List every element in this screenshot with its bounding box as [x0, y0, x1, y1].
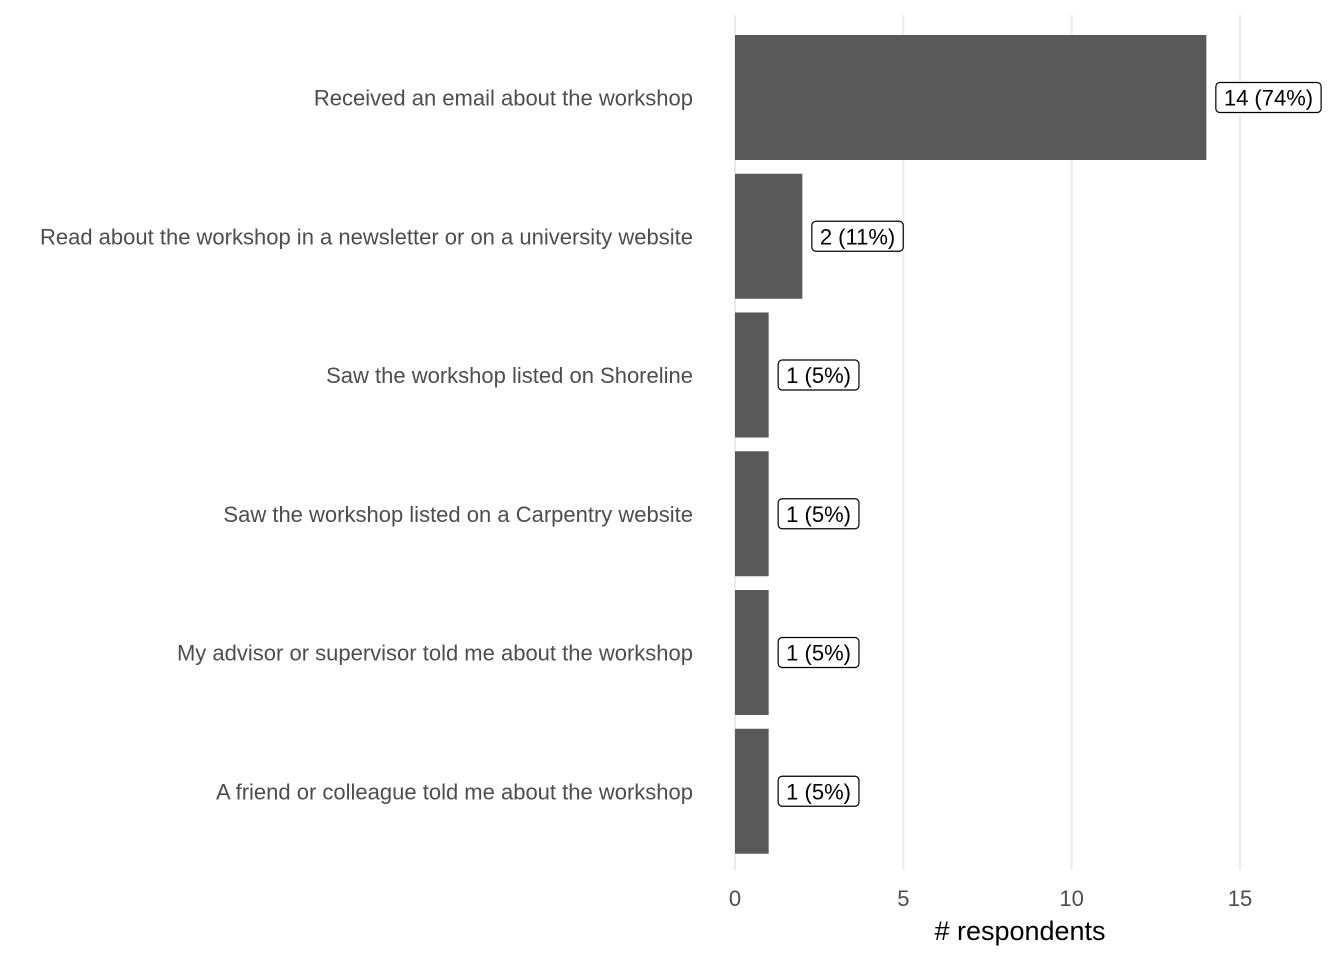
x-tick-label: 15: [1228, 886, 1252, 911]
x-tick-label: 5: [897, 886, 909, 911]
data-label: 1 (5%): [777, 498, 860, 530]
x-tick-label: 0: [729, 886, 741, 911]
bar: [735, 590, 769, 715]
category-label: A friend or colleague told me about the …: [216, 779, 693, 804]
data-label: 1 (5%): [777, 359, 860, 391]
bar: [735, 35, 1207, 160]
data-label-box: [777, 775, 860, 807]
data-label-text: 1 (5%): [786, 502, 851, 527]
data-label-text: 2 (11%): [820, 224, 895, 249]
x-axis-ticks: 0 5 10 15: [729, 886, 1252, 911]
data-label-text: 1 (5%): [786, 779, 851, 804]
bar: [735, 451, 769, 577]
category-label: Received an email about the workshop: [314, 86, 693, 111]
data-label-box: [1215, 81, 1322, 114]
category-label: Saw the workshop listed on a Carpentry w…: [223, 502, 693, 527]
bar: [735, 173, 803, 299]
data-label-box: [777, 636, 860, 669]
data-label-text: 1 (5%): [786, 641, 851, 666]
x-tick-label: 10: [1059, 886, 1083, 911]
data-label: 1 (5%): [777, 636, 860, 669]
x-axis-title: # respondents: [934, 916, 1105, 946]
data-label-text: 14 (74%): [1224, 86, 1313, 111]
data-labels: 14 (74%) 2 (11%) 1 (5%) 1 (5%) 1 (5%) 1 (5%): [777, 81, 1322, 807]
bar: [735, 728, 769, 854]
data-label-box: [811, 220, 904, 252]
data-label-box: [777, 498, 860, 530]
data-label-text: 1 (5%): [786, 363, 851, 388]
data-label: 2 (11%): [811, 220, 904, 252]
bars: [735, 35, 1207, 854]
category-label: Saw the workshop listed on Shoreline: [326, 363, 693, 388]
category-label: Read about the workshop in a newsletter …: [40, 224, 693, 249]
category-labels: Received an email about the workshop Read…: [40, 86, 693, 805]
data-label: 1 (5%): [777, 775, 860, 807]
category-label: My advisor or supervisor told me about t…: [177, 641, 693, 666]
data-label: 14 (74%): [1215, 81, 1322, 114]
data-label-box: [777, 359, 860, 391]
bar: [735, 312, 769, 438]
